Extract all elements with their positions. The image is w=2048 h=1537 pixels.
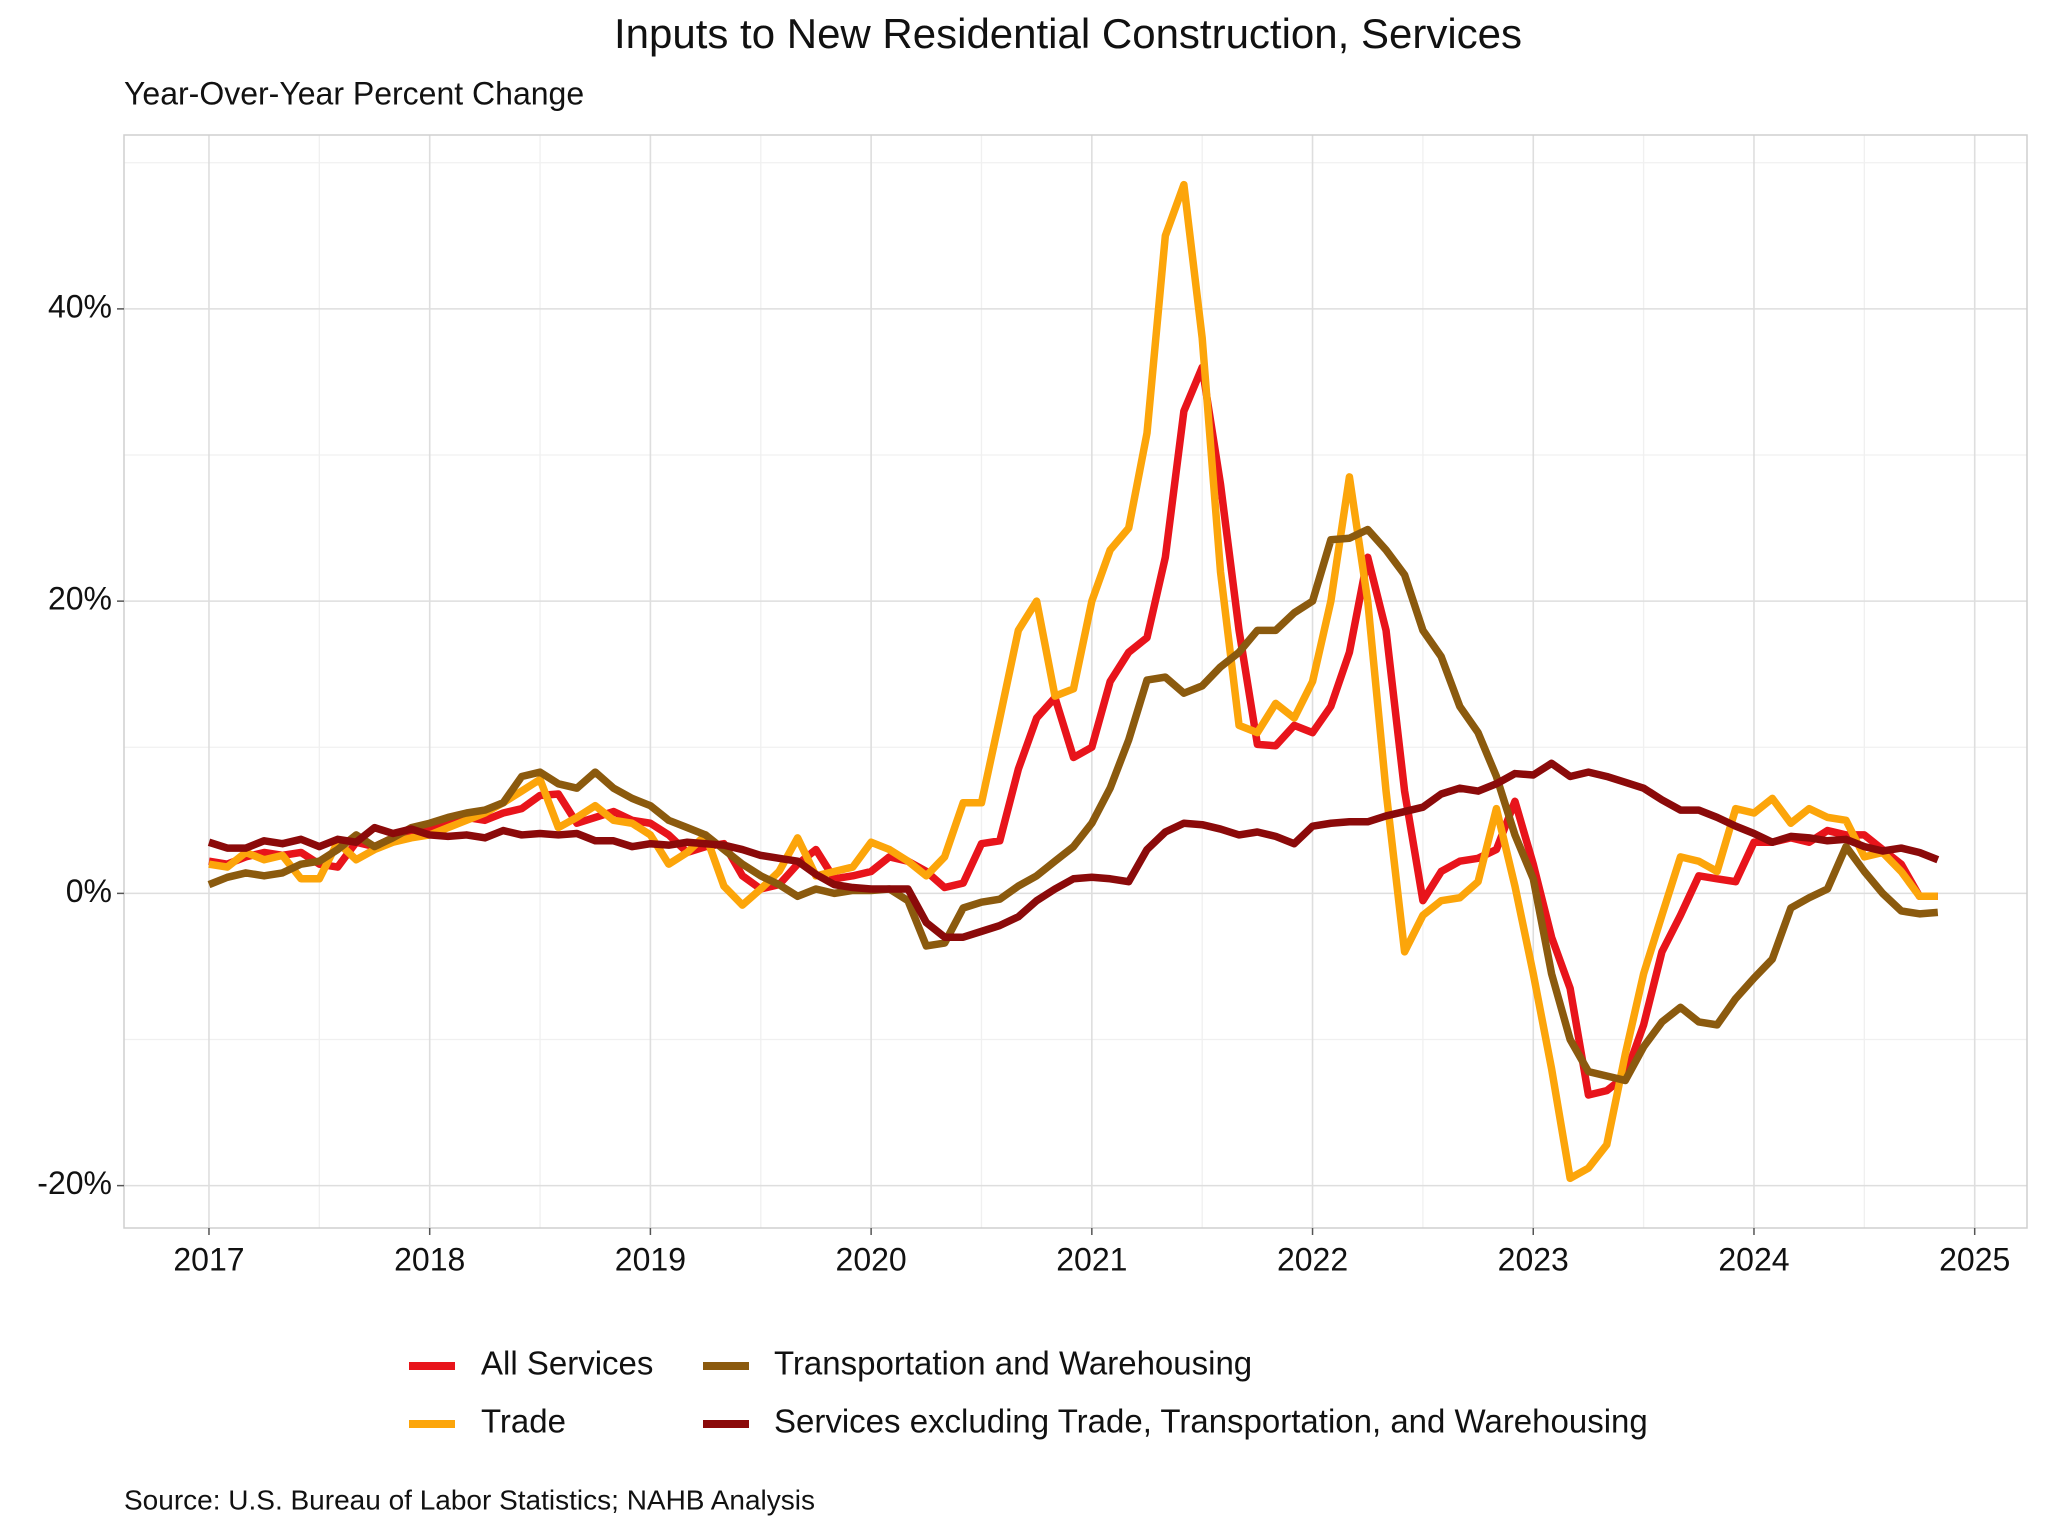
chart-subtitle: Year-Over-Year Percent Change [124, 75, 584, 111]
x-tick-label: 2022 [1277, 1241, 1348, 1277]
series-line [207, 759, 1940, 941]
y-tick-label: 20% [48, 581, 112, 617]
x-tick-label: 2020 [836, 1241, 907, 1277]
plot-lines [207, 180, 1940, 1183]
legend-label: Services excluding Trade, Transportation… [774, 1403, 1648, 1440]
legend-label: Trade [481, 1403, 566, 1440]
axes: 2017 2018 2019 2020 2021 2022 2023 2024 2025 -20%… [37, 288, 2010, 1277]
source-note: Source: U.S. Bureau of Labor Statistics;… [124, 1484, 815, 1515]
x-tick-label: 2024 [1718, 1241, 1789, 1277]
x-tick-label: 2023 [1498, 1241, 1569, 1277]
y-tick-label: 40% [48, 288, 112, 324]
legend: All Services Trade Transportation and Ware… [409, 1345, 1648, 1440]
y-tick-label: 0% [66, 873, 112, 909]
series-line [207, 525, 1939, 1085]
legend-label: Transportation and Warehousing [774, 1345, 1252, 1382]
x-tick-label: 2017 [173, 1241, 244, 1277]
x-tick-label: 2019 [615, 1241, 686, 1277]
plot-border [123, 134, 2028, 1229]
x-tick-label: 2025 [1939, 1241, 2010, 1277]
x-tick-label: 2021 [1056, 1241, 1127, 1277]
legend-label: All Services [481, 1345, 653, 1382]
y-tick-label: -20% [37, 1165, 112, 1201]
chart-title: Inputs to New Residential Construction, … [614, 10, 1522, 57]
series-line [208, 363, 1938, 1099]
x-tick-label: 2018 [394, 1241, 465, 1277]
